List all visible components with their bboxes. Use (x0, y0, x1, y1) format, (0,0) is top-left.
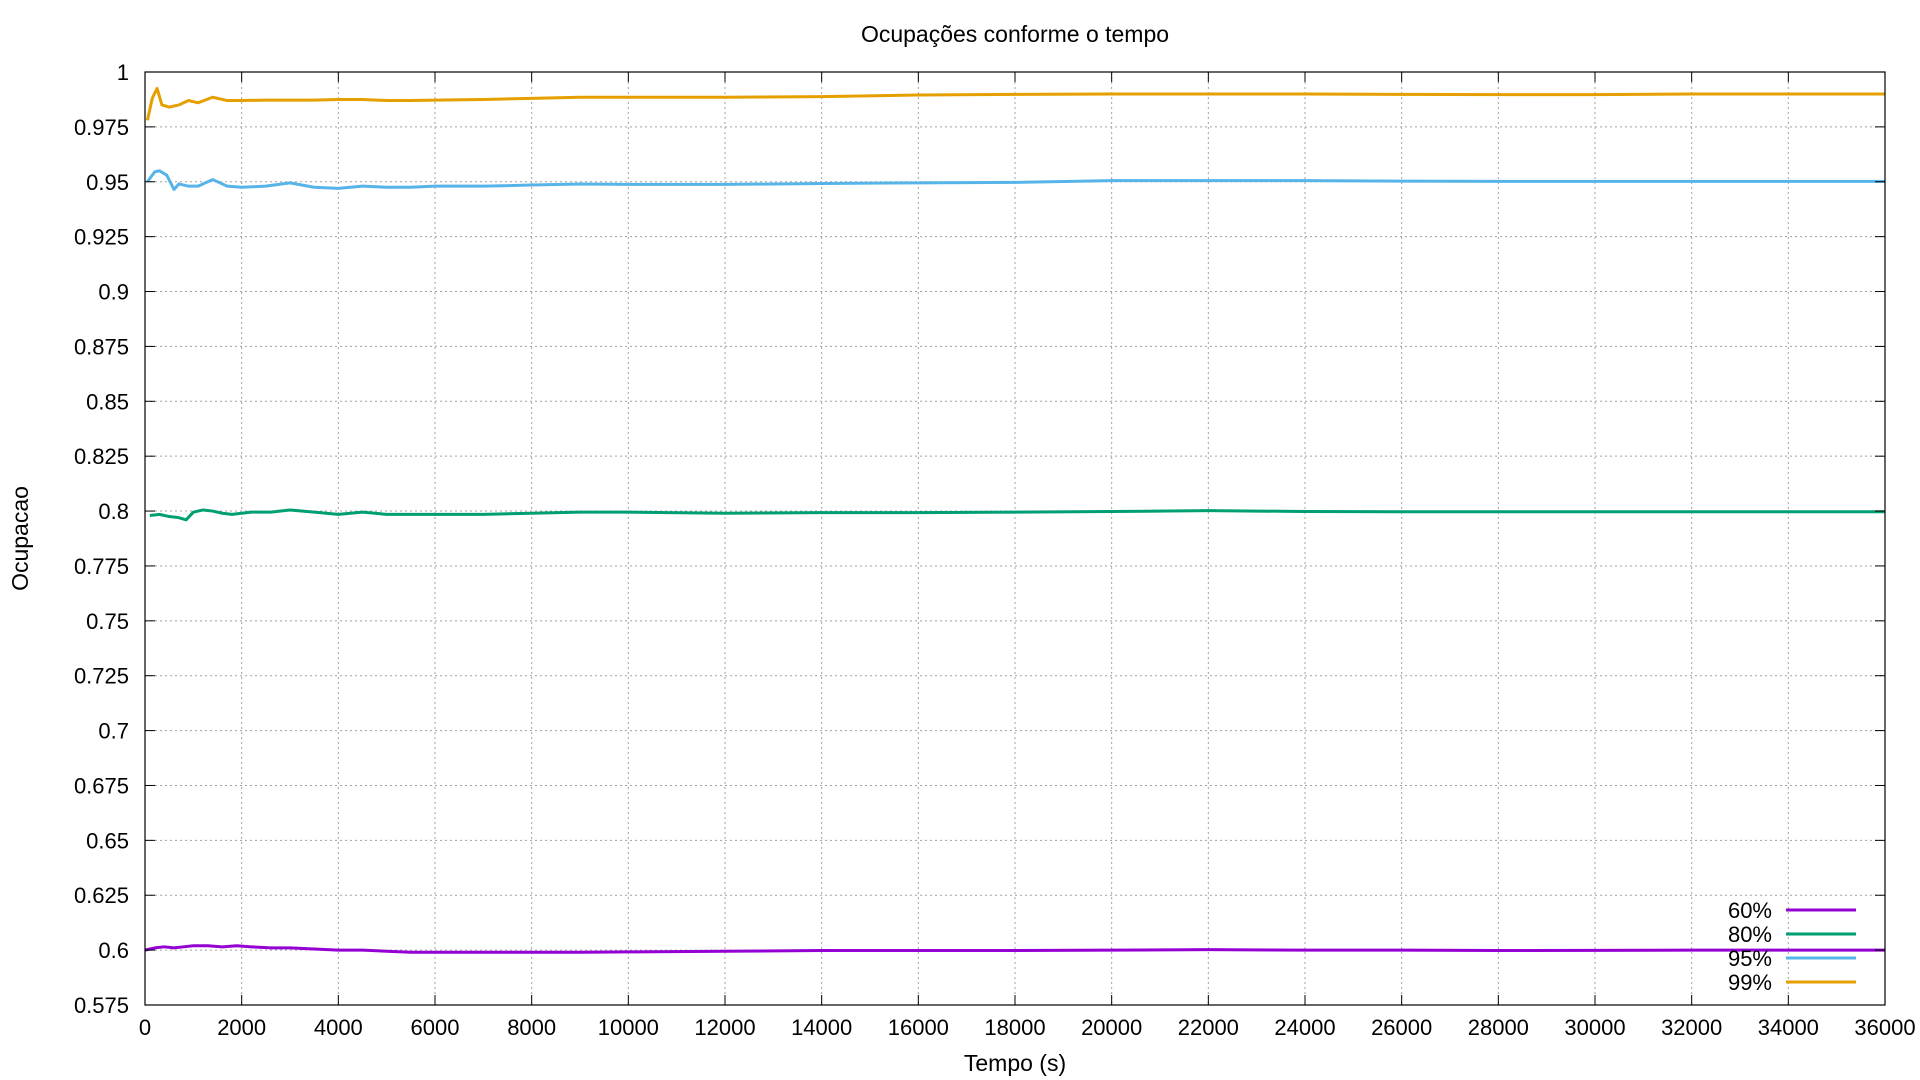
y-tick-label: 0.675 (74, 773, 129, 798)
x-tick-label: 4000 (314, 1015, 363, 1040)
y-tick-label: 0.625 (74, 883, 129, 908)
legend: 60%80%95%99% (1728, 898, 1856, 995)
x-axis-label: Tempo (s) (964, 1050, 1066, 1076)
legend-label: 80% (1728, 922, 1772, 947)
series-line (146, 169, 1885, 191)
x-tick-label: 36000 (1854, 1015, 1915, 1040)
y-tick-label: 0.8 (98, 499, 129, 524)
y-tick-label: 0.6 (98, 938, 129, 963)
series-line (149, 508, 1885, 522)
x-tick-label: 14000 (791, 1015, 852, 1040)
y-tick-label: 0.825 (74, 444, 129, 469)
x-tick-label: 6000 (411, 1015, 460, 1040)
y-tick-label: 1 (117, 60, 129, 85)
x-tick-label: 32000 (1661, 1015, 1722, 1040)
x-tick-label: 22000 (1178, 1015, 1239, 1040)
ticks (144, 71, 1886, 1006)
grid (145, 72, 1885, 1005)
y-tick-label: 0.85 (86, 389, 129, 414)
y-axis-label: Ocupacao (7, 486, 33, 591)
series-line (145, 86, 1885, 121)
x-tick-label: 28000 (1468, 1015, 1529, 1040)
legend-label: 60% (1728, 898, 1772, 923)
legend-label: 99% (1728, 970, 1772, 995)
x-tick-label: 30000 (1564, 1015, 1625, 1040)
x-tick-label: 10000 (598, 1015, 659, 1040)
y-tick-label: 0.975 (74, 115, 129, 140)
tick-labels: 0 2000 4000 6000 8000 10000 12000 14000 16000 180… (74, 60, 1916, 1040)
y-tick-label: 0.75 (86, 609, 129, 634)
series-layer (144, 86, 1885, 954)
y-tick-label: 0.95 (86, 170, 129, 195)
x-tick-label: 18000 (984, 1015, 1045, 1040)
x-tick-label: 34000 (1758, 1015, 1819, 1040)
y-tick-label: 0.65 (86, 828, 129, 853)
x-tick-label: 8000 (507, 1015, 556, 1040)
y-tick-label: 0.925 (74, 225, 129, 250)
y-tick-label: 0.9 (98, 280, 129, 305)
x-tick-label: 0 (139, 1015, 151, 1040)
chart-title: Ocupações conforme o tempo (861, 21, 1169, 47)
y-tick-label: 0.775 (74, 554, 129, 579)
y-tick-label: 0.875 (74, 334, 129, 359)
legend-label: 95% (1728, 946, 1772, 971)
x-tick-label: 16000 (888, 1015, 949, 1040)
x-tick-label: 24000 (1274, 1015, 1335, 1040)
x-tick-label: 26000 (1371, 1015, 1432, 1040)
y-tick-label: 0.725 (74, 664, 129, 689)
x-tick-label: 2000 (217, 1015, 266, 1040)
series-line (144, 944, 1885, 954)
y-tick-label: 0.7 (98, 719, 129, 744)
y-tick-label: 0.575 (74, 993, 129, 1018)
x-tick-label: 20000 (1081, 1015, 1142, 1040)
x-tick-label: 12000 (694, 1015, 755, 1040)
